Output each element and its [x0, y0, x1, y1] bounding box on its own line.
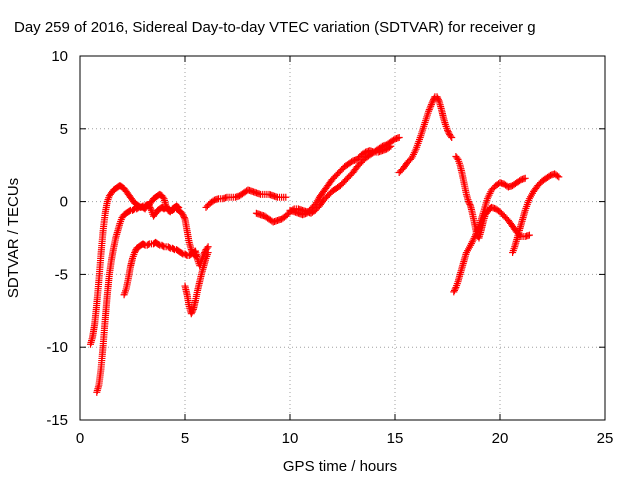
data-point — [525, 231, 533, 239]
data-point — [472, 229, 480, 237]
data-point — [189, 307, 197, 315]
data-point — [395, 134, 403, 142]
data-point — [447, 132, 455, 140]
data-point — [555, 173, 563, 181]
x-tick-label: 10 — [282, 430, 299, 447]
data-point — [159, 242, 167, 250]
data-point — [159, 193, 167, 201]
x-tick-label: 20 — [492, 430, 509, 447]
data-point — [472, 231, 479, 239]
data-point — [144, 241, 152, 249]
data-point — [466, 201, 474, 209]
y-tick-label: 0 — [60, 194, 68, 211]
data-point — [427, 102, 435, 110]
data-point — [451, 285, 459, 293]
data-point — [204, 249, 212, 257]
data-point — [428, 99, 436, 107]
data-point — [165, 243, 173, 251]
data-point — [521, 174, 529, 182]
x-tick-label: 15 — [387, 430, 404, 447]
x-tick-label: 25 — [597, 430, 614, 447]
plot-frame — [79, 55, 606, 421]
data-point — [138, 203, 146, 211]
data-point — [474, 226, 482, 234]
data-point — [553, 172, 561, 180]
data-point — [427, 101, 435, 109]
x-tick-label: 0 — [76, 430, 84, 447]
data-point — [125, 207, 133, 215]
data-point — [282, 193, 290, 201]
data-point — [425, 106, 433, 114]
data-point — [474, 224, 482, 232]
y-tick-label: -10 — [46, 339, 68, 356]
data-point — [471, 233, 479, 241]
data-point — [180, 214, 188, 222]
data-point — [169, 245, 177, 253]
data-point — [473, 227, 481, 235]
data-point — [425, 107, 433, 115]
x-tick-label: 5 — [181, 430, 189, 447]
data-point — [134, 204, 142, 212]
data-point — [426, 104, 434, 112]
data-point — [178, 249, 186, 257]
data-markers — [87, 93, 563, 396]
data-point — [434, 96, 442, 104]
axis-ticks: 0 5 10 15 20 25 -15 -10 -5 0 5 10 — [46, 48, 613, 447]
y-tick-label: -5 — [55, 266, 68, 283]
chart-title: Day 259 of 2016, Sidereal Day-to-day VTE… — [14, 19, 536, 36]
data-point — [387, 142, 395, 150]
data-point — [155, 241, 163, 249]
y-axis-label: SDTVAR / TECUs — [5, 178, 22, 298]
x-axis-label: GPS time / hours — [283, 458, 397, 475]
y-tick-label: 5 — [60, 121, 68, 138]
data-point — [147, 205, 155, 213]
data-point — [448, 134, 456, 142]
data-point — [385, 143, 393, 151]
data-point — [130, 206, 138, 214]
data-point — [203, 244, 211, 252]
y-tick-label: -15 — [46, 412, 68, 429]
y-tick-label: 10 — [51, 48, 68, 65]
grid-lines — [80, 56, 605, 420]
